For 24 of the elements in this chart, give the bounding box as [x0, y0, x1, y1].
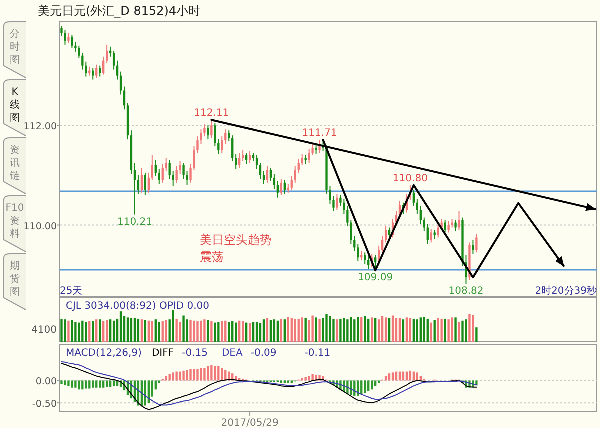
y-tick-label: 110.00	[24, 221, 57, 232]
annotation: 110.21	[117, 216, 152, 228]
chart-title: 美元日元(外汇_D 8152)4小时	[38, 4, 201, 18]
annotation: 美日空头趋势	[200, 233, 272, 247]
text: 4100	[32, 325, 57, 336]
text: DEA	[222, 348, 244, 359]
annotation: 109.09	[358, 272, 394, 284]
annotation: 25天	[60, 286, 83, 297]
annotation: 108.82	[448, 286, 484, 298]
annotation: -0.09	[250, 348, 277, 359]
annotation: 111.71	[302, 128, 338, 140]
annotation: 震荡	[200, 250, 224, 264]
annotation: 110.80	[392, 173, 428, 184]
x-tick-label: 2017/05/29	[221, 418, 279, 428]
y-tick-label: 112.00	[24, 122, 57, 133]
chart-title: MACD(12,26,9)	[66, 348, 142, 359]
annotation: 112.11	[194, 108, 230, 120]
annotation: -0.11	[304, 348, 331, 359]
annotation: -0.15	[182, 348, 208, 359]
y-tick-label: -0.50	[32, 399, 57, 410]
annotation: 2时20分39秒	[535, 285, 597, 297]
chart-title: CJL 3034.00(8:92) OPID 0.00	[66, 301, 210, 312]
y-tick-label: 0.00	[36, 376, 57, 388]
text: DIFF	[152, 348, 174, 359]
